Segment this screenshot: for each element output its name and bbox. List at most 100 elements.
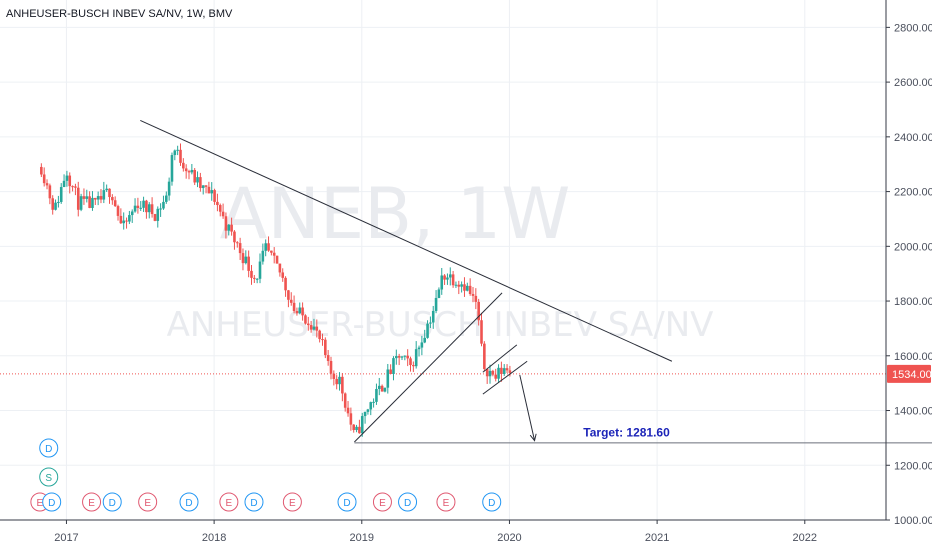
candle-up[interactable]: [440, 275, 444, 290]
candle-down[interactable]: [238, 243, 242, 254]
dividend-marker[interactable]: [102, 492, 122, 512]
candle-down[interactable]: [358, 426, 361, 434]
candle-up[interactable]: [437, 289, 441, 298]
candle-down[interactable]: [179, 149, 182, 163]
candle-down[interactable]: [412, 365, 415, 367]
candle-down[interactable]: [389, 369, 392, 374]
candle-down[interactable]: [332, 373, 336, 379]
candle-down[interactable]: [94, 197, 97, 200]
candle-down[interactable]: [480, 320, 483, 344]
candle-down[interactable]: [278, 263, 282, 273]
candle-up[interactable]: [255, 278, 259, 280]
candle-down[interactable]: [241, 253, 245, 264]
candle-down[interactable]: [292, 302, 296, 312]
candle-down[interactable]: [324, 339, 327, 356]
candle-up[interactable]: [91, 197, 94, 208]
candle-down[interactable]: [42, 174, 46, 184]
candle-down[interactable]: [468, 285, 472, 294]
candle-down[interactable]: [40, 166, 43, 175]
candle-up[interactable]: [338, 376, 341, 385]
candle-up[interactable]: [446, 277, 449, 280]
candle-up[interactable]: [414, 349, 418, 367]
candle-up[interactable]: [227, 224, 231, 231]
candle-down[interactable]: [508, 370, 512, 373]
candle-down[interactable]: [505, 368, 509, 371]
earnings-marker[interactable]: [219, 492, 239, 512]
candle-up[interactable]: [417, 347, 421, 350]
candle-down[interactable]: [329, 360, 333, 374]
earnings-marker[interactable]: [372, 492, 392, 512]
candle-down[interactable]: [304, 315, 307, 324]
candle-down[interactable]: [199, 177, 202, 189]
candle-up[interactable]: [164, 195, 168, 202]
candle-down[interactable]: [204, 185, 208, 187]
candle-down[interactable]: [295, 311, 299, 314]
candle-up[interactable]: [395, 356, 398, 359]
candle-up[interactable]: [420, 342, 424, 348]
candle-down[interactable]: [457, 284, 461, 287]
candle-down[interactable]: [289, 299, 293, 303]
trendline-rising-channel[interactable]: [354, 292, 503, 443]
dividend-marker[interactable]: [337, 492, 357, 512]
candle-up[interactable]: [369, 402, 373, 410]
candle-down[interactable]: [474, 295, 478, 302]
candle-down[interactable]: [182, 162, 185, 169]
candle-down[interactable]: [315, 326, 319, 331]
earnings-marker[interactable]: [436, 492, 456, 512]
candle-up[interactable]: [96, 196, 100, 200]
candle-up[interactable]: [372, 401, 375, 403]
candle-up[interactable]: [159, 208, 162, 210]
candle-down[interactable]: [193, 169, 196, 183]
dividend-marker[interactable]: [42, 492, 62, 512]
event-markers[interactable]: DSE D E D E D E D E D E D E D: [30, 438, 502, 512]
candle-up[interactable]: [105, 188, 108, 191]
candle-up[interactable]: [156, 208, 160, 221]
time-axis[interactable]: 2017 2018 2019 2020 2021 2022: [54, 520, 817, 544]
candle-down[interactable]: [113, 200, 117, 207]
candle-up[interactable]: [460, 284, 463, 287]
earnings-marker[interactable]: [282, 492, 302, 512]
candle-down[interactable]: [326, 355, 330, 361]
candle-up[interactable]: [366, 409, 370, 412]
candle-down[interactable]: [99, 196, 103, 200]
candle-down[interactable]: [321, 339, 324, 341]
candle-up[interactable]: [423, 337, 427, 343]
dividend-marker[interactable]: [244, 492, 264, 512]
candle-down[interactable]: [272, 252, 276, 256]
dividend-marker[interactable]: [179, 492, 199, 512]
candle-up[interactable]: [85, 196, 89, 199]
candle-up[interactable]: [147, 204, 151, 213]
candle-down[interactable]: [471, 293, 475, 296]
drawings[interactable]: Target: 1281.60: [140, 119, 932, 444]
candle-down[interactable]: [125, 220, 128, 222]
candle-down[interactable]: [309, 325, 313, 330]
trendline-flag-upper[interactable]: [482, 344, 518, 373]
candle-down[interactable]: [267, 243, 270, 251]
candle-down[interactable]: [287, 290, 290, 300]
candle-down[interactable]: [119, 215, 123, 224]
dividend-marker[interactable]: [39, 438, 59, 458]
candle-up[interactable]: [139, 207, 143, 209]
earnings-marker[interactable]: [138, 492, 158, 512]
candle-up[interactable]: [454, 284, 458, 286]
candle-up[interactable]: [400, 356, 404, 358]
candle-down[interactable]: [494, 374, 498, 379]
candle-down[interactable]: [270, 250, 273, 253]
candle-up[interactable]: [190, 169, 194, 173]
candle-up[interactable]: [312, 326, 316, 330]
candle-down[interactable]: [349, 413, 353, 425]
candle-up[interactable]: [62, 180, 66, 188]
candle-down[interactable]: [341, 376, 344, 394]
candle-down[interactable]: [153, 214, 157, 221]
candle-down[interactable]: [51, 198, 55, 210]
candle-down[interactable]: [451, 274, 455, 286]
candle-up[interactable]: [258, 261, 262, 279]
dividend-marker[interactable]: [398, 492, 418, 512]
candle-down[interactable]: [253, 277, 256, 279]
candle-up[interactable]: [196, 177, 199, 183]
candle-up[interactable]: [261, 250, 265, 262]
candle-down[interactable]: [218, 205, 222, 212]
candle-down[interactable]: [111, 197, 114, 201]
candle-down[interactable]: [233, 231, 236, 243]
candle-up[interactable]: [162, 201, 165, 209]
